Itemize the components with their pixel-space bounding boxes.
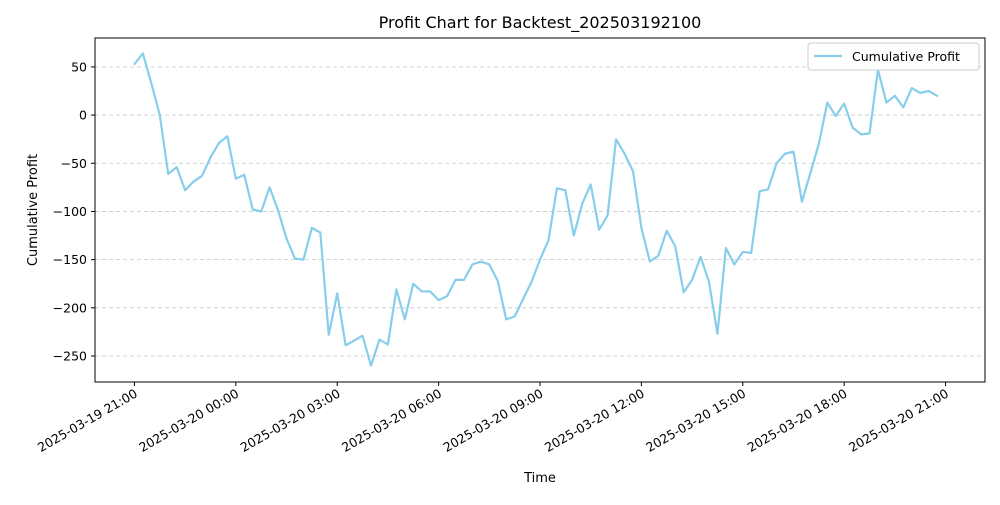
- legend-label: Cumulative Profit: [852, 49, 960, 64]
- series-layer: [133, 52, 939, 367]
- y-axis-label: Cumulative Profit: [26, 154, 41, 266]
- y-tick-label: −100: [53, 204, 87, 219]
- chart-title: Profit Chart for Backtest_202503192100: [379, 13, 702, 33]
- y-axis-ticks: 50 0 −50 −100 −150 −200 −250: [53, 59, 95, 363]
- y-tick-label: −50: [61, 156, 87, 171]
- y-tick-label: −200: [53, 300, 87, 315]
- y-tick-label: 0: [79, 108, 87, 123]
- y-tick-label: 50: [71, 59, 87, 74]
- legend: Cumulative Profit: [807, 42, 980, 71]
- legend-box: [807, 42, 980, 71]
- x-axis-label: Time: [523, 471, 556, 486]
- series-line: [133, 52, 939, 367]
- y-tick-label: −250: [53, 348, 87, 363]
- y-tick-label: −150: [53, 252, 87, 267]
